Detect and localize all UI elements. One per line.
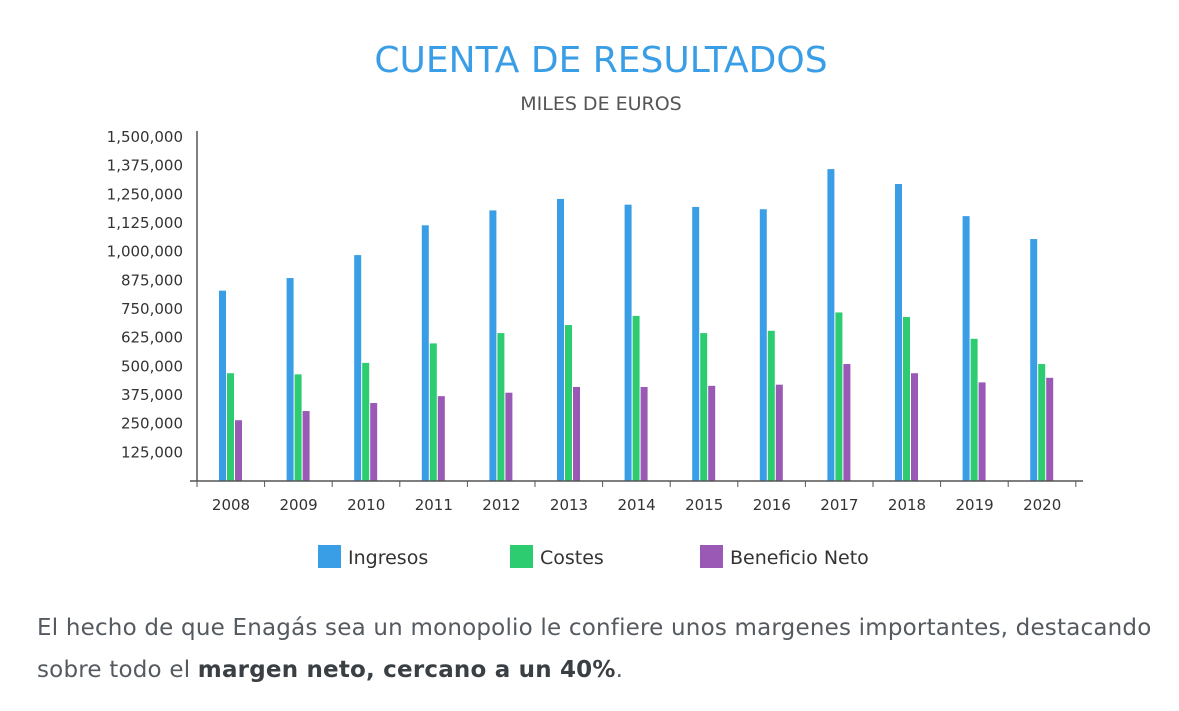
legend-label: Ingresos: [348, 547, 428, 569]
description-paragraph: El hecho de que Enagás sea un monopolio …: [37, 607, 1157, 691]
y-axis-ticks: 1,500,000 1,375,000 1,250,000 1,125,000 1,00…: [107, 128, 183, 461]
x-tick-label: 2016: [753, 496, 791, 514]
bar-costes: [1038, 364, 1046, 481]
x-tick-label: 2008: [212, 496, 250, 514]
y-tick-label: 750,000: [121, 300, 183, 318]
bar-beneficio-neto: [911, 373, 918, 481]
bar-beneficio-neto: [843, 364, 851, 481]
legend-label: Beneficio Neto: [730, 547, 869, 569]
x-tick-label: 2013: [550, 496, 588, 514]
bar-costes: [632, 315, 640, 481]
y-tick-label: 1,500,000: [107, 128, 183, 146]
bar-ingresos: [759, 209, 767, 482]
bar-ingresos: [895, 184, 902, 481]
x-tick-label: 2015: [685, 496, 723, 514]
bar-beneficio-neto: [1046, 377, 1054, 481]
bar-beneficio-neto: [978, 382, 986, 481]
paragraph-text: El hecho de que Enagás sea un monopolio …: [37, 615, 1152, 683]
x-tick-label: 2014: [618, 496, 656, 514]
bar-costes: [565, 325, 572, 481]
legend: Ingresos Costes Beneficio Neto: [318, 545, 869, 569]
x-tick-label: 2011: [415, 496, 453, 514]
chart-subtitle: MILES DE EUROS: [520, 93, 682, 115]
x-tick-label: 2018: [888, 496, 926, 514]
bar-ingresos: [557, 198, 564, 482]
axes: [190, 131, 1083, 487]
y-tick-label: 1,375,000: [107, 157, 183, 175]
bar-ingresos: [624, 204, 632, 482]
y-tick-label: 125,000: [121, 443, 183, 461]
bar-beneficio-neto: [370, 403, 378, 481]
y-tick-label: 625,000: [121, 329, 183, 347]
y-tick-label: 875,000: [121, 271, 183, 289]
bar-ingresos: [962, 216, 970, 481]
x-tick-label: 2012: [482, 496, 520, 514]
bar-costes: [227, 373, 234, 481]
bar-beneficio-neto: [640, 386, 648, 481]
x-tick-label: 2017: [820, 496, 858, 514]
y-tick-label: 500,000: [121, 357, 183, 375]
bar-costes: [429, 343, 437, 481]
bar-ingresos: [827, 169, 835, 481]
bar-ingresos: [219, 290, 226, 481]
bar-costes: [903, 317, 910, 481]
y-tick-label: 1,125,000: [107, 214, 183, 232]
x-tick-label: 2020: [1023, 496, 1061, 514]
x-tick-label: 2009: [280, 496, 318, 514]
bar-costes: [362, 362, 370, 481]
chart-title: CUENTA DE RESULTADOS: [374, 40, 827, 81]
bar-beneficio-neto: [437, 396, 445, 481]
bar-costes: [497, 333, 505, 481]
bar-beneficio-neto: [708, 385, 716, 481]
y-tick-label: 250,000: [121, 415, 183, 433]
bars: [219, 169, 1054, 482]
bar-ingresos: [1030, 239, 1038, 481]
bar-ingresos: [692, 206, 700, 482]
legend-label: Costes: [540, 547, 604, 569]
legend-swatch-ingresos: [318, 545, 341, 568]
bar-ingresos: [354, 255, 362, 481]
results-chart: CUENTA DE RESULTADOS MILES DE EUROS 1,50…: [107, 40, 1083, 569]
paragraph-end: .: [615, 657, 624, 683]
paragraph-bold: margen neto, cercano a un 40%: [197, 657, 616, 683]
x-tick-label: 2019: [956, 496, 994, 514]
bar-beneficio-neto: [235, 420, 242, 481]
bar-costes: [970, 338, 978, 481]
bar-ingresos: [286, 278, 294, 481]
bar-beneficio-neto: [775, 384, 783, 481]
bar-costes: [835, 312, 843, 481]
bar-ingresos: [421, 225, 429, 481]
y-tick-label: 1,250,000: [107, 185, 183, 203]
x-tick-label: 2010: [347, 496, 385, 514]
legend-swatch-beneficio-neto: [700, 545, 723, 568]
y-tick-label: 375,000: [121, 386, 183, 404]
y-tick-label: 1,000,000: [107, 243, 183, 261]
bar-costes: [700, 333, 708, 481]
bar-beneficio-neto: [505, 392, 513, 481]
bar-costes: [767, 330, 775, 481]
legend-swatch-costes: [510, 545, 533, 568]
bar-ingresos: [489, 210, 497, 482]
x-axis-ticks: 2008 2009 2010 2011 2012 2013 2014 2015 2016 2017…: [212, 496, 1061, 514]
bar-beneficio-neto: [302, 411, 310, 481]
bar-beneficio-neto: [573, 386, 580, 481]
bar-costes: [294, 374, 302, 481]
